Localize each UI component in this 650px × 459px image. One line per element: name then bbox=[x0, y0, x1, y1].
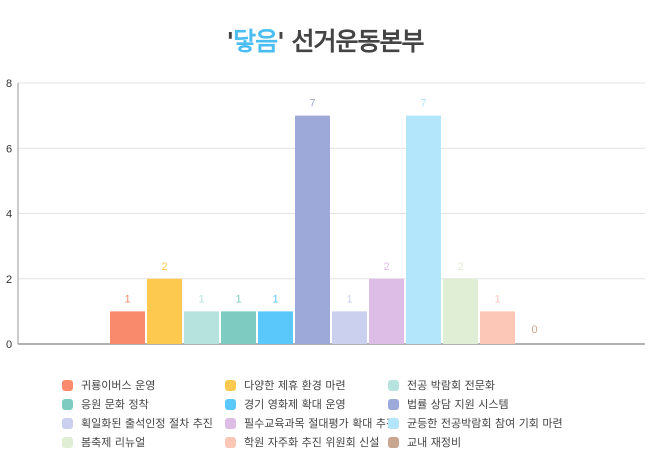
legend-label: 경기 영화제 확대 운영 bbox=[244, 398, 346, 411]
legend-item[interactable]: 봄축제 리뉴얼 bbox=[62, 434, 225, 450]
legend-label: 획일화된 출석인정 절차 추진 bbox=[81, 417, 213, 430]
legend-item[interactable]: 균등한 전공박람회 참여 기회 마련 bbox=[388, 415, 618, 431]
y-tick-label: 6 bbox=[6, 143, 12, 155]
legend-swatch bbox=[225, 379, 236, 391]
legend-label: 응원 문화 정착 bbox=[81, 398, 149, 411]
data-label: 1 bbox=[124, 293, 130, 305]
data-label: 7 bbox=[420, 98, 426, 110]
legend-item[interactable]: 교내 재정비 bbox=[388, 434, 618, 450]
y-tick-label: 4 bbox=[6, 209, 12, 221]
data-label: 7 bbox=[309, 98, 315, 110]
legend-swatch bbox=[388, 436, 399, 448]
title-rest: 선거운동본부 bbox=[283, 27, 425, 56]
legend-swatch bbox=[62, 379, 73, 391]
data-label: 2 bbox=[457, 261, 463, 273]
bar bbox=[258, 311, 293, 344]
legend-item[interactable]: 응원 문화 정착 bbox=[62, 396, 225, 412]
legend-swatch bbox=[388, 417, 399, 429]
legend-swatch bbox=[388, 379, 399, 391]
legend-item[interactable]: 학원 자주화 추진 위원회 신설 bbox=[225, 434, 388, 450]
data-label: 0 bbox=[531, 324, 537, 336]
bar bbox=[295, 115, 330, 344]
data-label: 1 bbox=[235, 293, 241, 305]
bar bbox=[480, 311, 515, 344]
bar bbox=[147, 278, 182, 344]
legend-label: 교내 재정비 bbox=[407, 436, 462, 449]
legend-item[interactable]: 전공 박람회 전문화 bbox=[388, 377, 618, 393]
legend-swatch bbox=[62, 417, 73, 429]
legend-item[interactable]: 귀룡이버스 운영 bbox=[62, 377, 225, 393]
legend-label: 학원 자주화 추진 위원회 신설 bbox=[244, 436, 380, 449]
title-quote-open: ' bbox=[226, 27, 234, 56]
data-label: 1 bbox=[198, 293, 204, 305]
bar bbox=[110, 311, 145, 344]
bar bbox=[184, 311, 219, 344]
legend-swatch bbox=[225, 398, 236, 410]
bar bbox=[221, 311, 256, 344]
bar bbox=[406, 115, 441, 344]
legend-label: 귀룡이버스 운영 bbox=[81, 379, 156, 392]
legend-swatch bbox=[62, 398, 73, 410]
legend-swatch bbox=[62, 436, 73, 448]
data-label: 1 bbox=[494, 293, 500, 305]
legend-label: 균등한 전공박람회 참여 기회 마련 bbox=[407, 417, 563, 430]
chart-title: '닿음' 선거운동본부 bbox=[0, 22, 650, 58]
bar bbox=[332, 311, 367, 344]
legend-label: 다양한 제휴 환경 마련 bbox=[244, 379, 346, 392]
bar bbox=[443, 278, 478, 344]
y-tick-label: 8 bbox=[6, 78, 12, 90]
legend-swatch bbox=[388, 398, 399, 410]
legend-item[interactable]: 획일화된 출석인정 절차 추진 bbox=[62, 415, 225, 431]
y-tick-label: 2 bbox=[6, 274, 12, 286]
data-label: 2 bbox=[383, 261, 389, 273]
data-label: 1 bbox=[346, 293, 352, 305]
legend-label: 법률 상담 지원 시스템 bbox=[407, 398, 509, 411]
legend-item[interactable]: 다양한 제휴 환경 마련 bbox=[225, 377, 388, 393]
legend-swatch bbox=[225, 436, 236, 448]
data-label: 1 bbox=[272, 293, 278, 305]
bar bbox=[369, 278, 404, 344]
y-tick-label: 0 bbox=[6, 339, 12, 351]
legend-item[interactable]: 법률 상담 지원 시스템 bbox=[388, 396, 618, 412]
legend-label: 봄축제 리뉴얼 bbox=[81, 436, 146, 449]
legend-item[interactable]: 경기 영화제 확대 운영 bbox=[225, 396, 388, 412]
legend-label: 전공 박람회 전문화 bbox=[407, 379, 495, 392]
legend-swatch bbox=[225, 417, 236, 429]
title-highlight: 닿음 bbox=[233, 27, 278, 56]
legend-item[interactable]: 필수교육과목 절대평가 확대 추진 bbox=[225, 415, 396, 431]
title-quote-close: ' bbox=[277, 27, 285, 56]
legend-label: 필수교육과목 절대평가 확대 추진 bbox=[244, 417, 397, 430]
data-label: 2 bbox=[161, 261, 167, 273]
